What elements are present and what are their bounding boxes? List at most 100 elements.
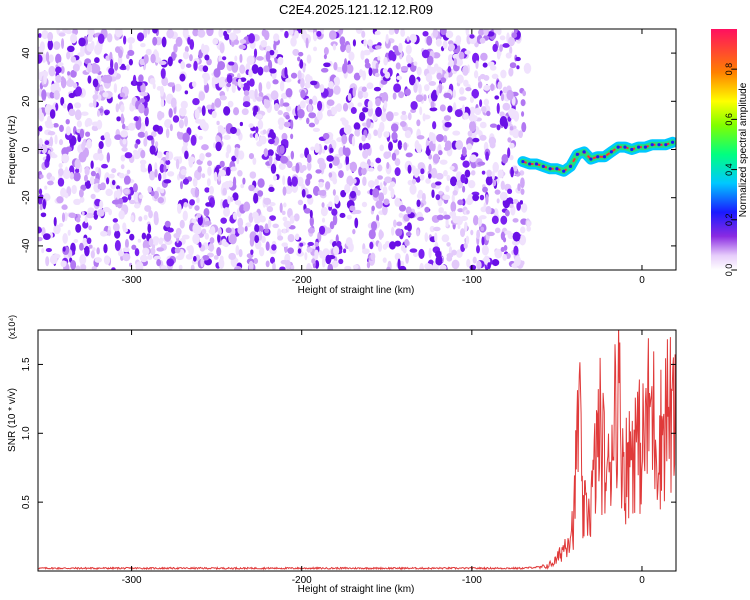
noise-speckle	[207, 252, 214, 258]
noise-speckle	[460, 173, 466, 184]
noise-speckle	[428, 66, 437, 75]
noise-speckle	[135, 261, 144, 270]
noise-speckle	[254, 88, 258, 100]
noise-speckle	[481, 245, 489, 256]
noise-speckle	[496, 198, 500, 204]
noise-speckle	[90, 160, 94, 169]
noise-speckle	[290, 264, 295, 270]
noise-speckle	[346, 64, 354, 74]
noise-speckle	[415, 94, 424, 102]
noise-speckle	[282, 175, 286, 186]
noise-speckle	[163, 179, 172, 184]
noise-speckle	[82, 221, 89, 229]
noise-speckle	[99, 200, 104, 210]
noise-speckle	[339, 212, 346, 219]
noise-speckle	[67, 71, 71, 76]
noise-speckle	[84, 174, 88, 182]
noise-speckle	[140, 91, 148, 97]
noise-speckle	[264, 228, 270, 234]
noise-speckle	[237, 170, 243, 177]
noise-speckle	[39, 203, 43, 211]
noise-speckle	[255, 126, 259, 134]
spectrogram-x-label: Height of straight line (km)	[298, 285, 415, 296]
noise-speckle	[437, 198, 443, 207]
noise-speckle	[483, 84, 491, 91]
noise-speckle	[79, 128, 85, 139]
noise-speckle	[223, 207, 231, 217]
noise-speckle	[97, 183, 102, 190]
noise-speckle	[470, 229, 474, 236]
noise-speckle	[53, 224, 61, 235]
noise-speckle	[187, 36, 191, 45]
noise-speckle	[273, 42, 277, 51]
noise-speckle	[456, 249, 463, 258]
noise-speckle	[217, 233, 221, 243]
noise-speckle	[379, 121, 385, 133]
noise-speckle	[374, 45, 382, 50]
noise-speckle	[430, 167, 438, 179]
noise-speckle	[325, 254, 332, 265]
noise-speckle	[449, 165, 455, 171]
noise-speckle	[374, 178, 379, 186]
noise-speckle	[202, 254, 210, 261]
noise-speckle	[446, 252, 454, 258]
noise-speckle	[119, 92, 126, 98]
signal-point	[670, 140, 675, 144]
noise-speckle	[343, 58, 348, 69]
noise-speckle	[226, 144, 232, 154]
noise-speckle	[126, 64, 130, 71]
noise-speckle	[320, 189, 327, 196]
signal-point	[602, 155, 607, 159]
noise-speckle	[279, 145, 285, 155]
noise-speckle	[429, 225, 435, 233]
noise-speckle	[435, 194, 441, 201]
noise-speckle	[101, 74, 110, 84]
noise-speckle	[111, 267, 116, 270]
noise-speckle	[299, 242, 304, 247]
noise-speckle	[443, 135, 448, 143]
y-tick-label: 1.5	[21, 357, 32, 371]
noise-speckle	[309, 209, 313, 219]
noise-speckle	[472, 137, 480, 143]
noise-speckle	[53, 90, 60, 100]
noise-speckle	[206, 29, 214, 37]
noise-speckle	[496, 50, 501, 60]
noise-speckle	[49, 254, 58, 265]
noise-speckle	[304, 252, 308, 261]
noise-speckle	[462, 185, 466, 193]
noise-speckle	[472, 194, 480, 202]
noise-speckle	[298, 51, 304, 57]
noise-speckle	[461, 104, 466, 115]
noise-speckle	[240, 183, 245, 189]
noise-speckle	[391, 152, 397, 161]
noise-speckle	[520, 260, 525, 266]
noise-speckle	[382, 257, 387, 263]
noise-speckle	[432, 133, 437, 145]
spectrogram-y-label: Frequency (Hz)	[7, 116, 18, 185]
noise-speckle	[147, 223, 152, 234]
noise-speckle	[397, 258, 401, 270]
noise-speckle	[153, 255, 161, 261]
noise-speckle	[266, 206, 274, 213]
noise-speckle	[256, 96, 263, 102]
noise-speckle	[190, 264, 195, 270]
noise-speckle	[405, 152, 413, 158]
noise-speckle	[383, 100, 388, 109]
noise-speckle	[409, 184, 417, 195]
noise-speckle	[203, 208, 210, 217]
noise-speckle	[435, 38, 442, 47]
noise-speckle	[194, 225, 202, 235]
noise-speckle	[86, 212, 94, 219]
noise-speckle	[367, 133, 372, 140]
noise-speckle	[481, 236, 485, 246]
noise-speckle	[452, 102, 457, 113]
noise-speckle	[38, 112, 45, 122]
noise-speckle	[477, 81, 483, 89]
noise-speckle	[66, 51, 71, 60]
noise-speckle	[458, 51, 465, 60]
noise-speckle	[357, 102, 363, 107]
noise-speckle	[160, 265, 168, 270]
noise-speckle	[120, 104, 125, 113]
noise-speckle	[338, 258, 344, 265]
noise-speckle	[249, 133, 253, 138]
